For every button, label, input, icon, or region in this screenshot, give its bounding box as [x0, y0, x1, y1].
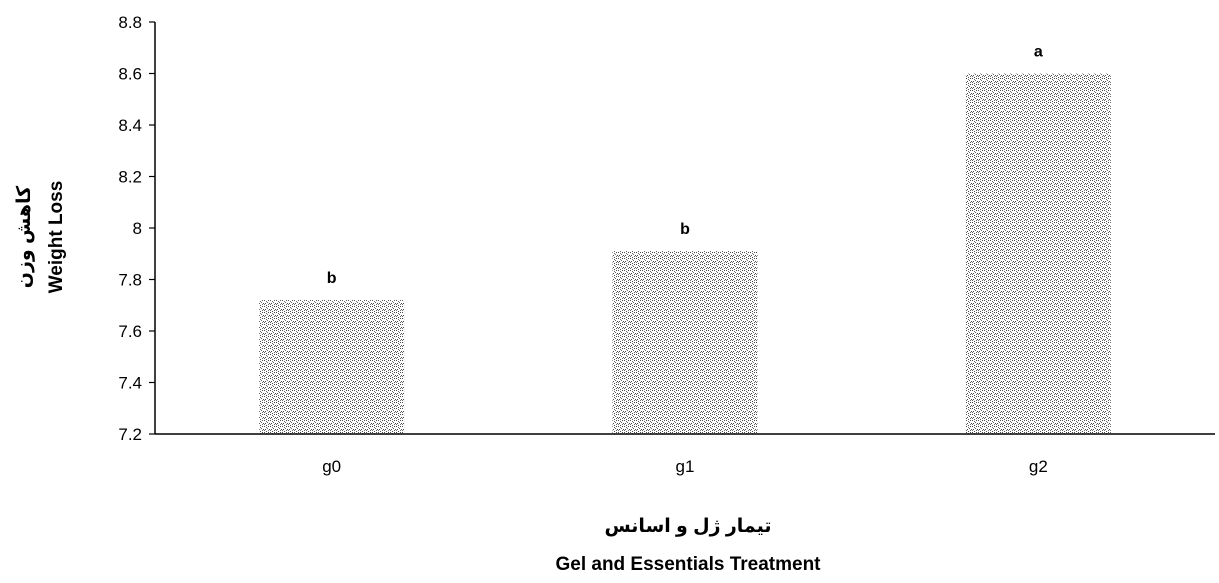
- x-axis-tick-labels: g0 g1 g2: [322, 457, 1048, 476]
- y-tick-label: 8: [133, 219, 142, 238]
- y-tick-label: 7.4: [118, 374, 142, 393]
- bar-g2: [965, 73, 1111, 434]
- significance-letters: b b a: [327, 44, 1043, 288]
- significance-letter-g1: b: [680, 221, 690, 238]
- x-tick-label-g2: g2: [1029, 457, 1048, 476]
- y-axis-title-fa: کاهش وزن: [14, 185, 35, 288]
- x-axis-title-en: Gel and Essentials Treatment: [555, 554, 821, 575]
- y-axis-title-en: Weight Loss: [46, 181, 67, 294]
- y-axis-title: کاهش وزن Weight Loss: [14, 181, 67, 294]
- y-tick-label: 7.8: [118, 271, 142, 290]
- x-axis-title-fa: تیمار ژل و اسانس: [604, 516, 771, 537]
- y-tick-label: 8.2: [118, 168, 142, 187]
- significance-letter-g0: b: [327, 270, 337, 287]
- x-tick-label-g1: g1: [676, 457, 695, 476]
- x-tick-label-g0: g0: [322, 457, 341, 476]
- y-tick-label: 8.4: [118, 116, 142, 135]
- significance-letter-g2: a: [1034, 44, 1043, 61]
- y-tick-label: 7.6: [118, 322, 142, 341]
- bars: [259, 73, 1111, 434]
- y-tick-label: 7.2: [118, 425, 142, 444]
- bar-g0: [259, 300, 405, 434]
- y-tick-label: 8.6: [118, 65, 142, 84]
- y-axis-ticks: 7.2 7.4 7.6 7.8 8 8.2 8.4 8.6 8.8: [118, 13, 155, 444]
- bar-g1: [612, 251, 758, 434]
- y-tick-label: 8.8: [118, 13, 142, 32]
